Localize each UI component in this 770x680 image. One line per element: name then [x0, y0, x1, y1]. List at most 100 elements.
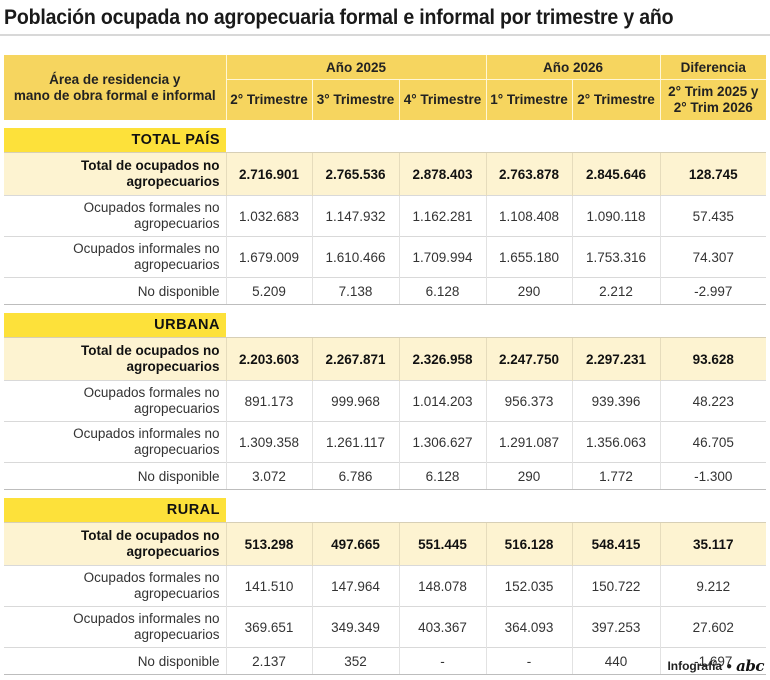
row-label-line-1: Ocupados informales no: [73, 611, 220, 626]
difference-subheader-line-2: 2° Trim 2026: [673, 100, 753, 115]
row-label: No disponible: [4, 277, 226, 305]
row-label-line-1: No disponible: [137, 653, 220, 669]
value-cell: 2.845.646: [571, 152, 660, 196]
row-label-header: Área de residencia y mano de obra formal…: [4, 55, 226, 120]
difference-cell: -1.697: [659, 647, 766, 675]
value-cell: 369.651: [225, 606, 312, 648]
section-blank: [226, 313, 766, 338]
row-label-line-2: agropecuarios: [133, 586, 220, 601]
quarter-header: 3° Trimestre: [311, 79, 399, 120]
value-cell: 999.968: [311, 380, 399, 422]
value-cell: 397.253: [571, 606, 660, 648]
section-label: URBANA: [4, 313, 226, 338]
value-cell: 1.655.180: [485, 236, 572, 278]
row-label-line-2: agropecuarios: [133, 257, 220, 272]
table-row: No disponible 5.209 7.138 6.128 290 2.212 -2.9…: [4, 277, 766, 305]
row-label: Total de ocupados no agropecuarios: [4, 522, 226, 566]
value-cell: 2.247.750: [485, 337, 572, 381]
row-label: Total de ocupados no agropecuarios: [4, 152, 226, 196]
row-label-header-line-2: mano de obra formal e informal: [13, 87, 216, 103]
value-cell: 3.072: [225, 462, 312, 490]
value-cell: 1.772: [571, 462, 660, 490]
value-cell: 516.128: [485, 522, 572, 566]
value-cell: 5.209: [225, 277, 312, 305]
section-header-row: URBANA: [4, 313, 766, 338]
total-row: Total de ocupados no agropecuarios 2.716.9…: [4, 152, 766, 196]
difference-cell: -2.997: [659, 277, 766, 305]
spacer-cell: [4, 120, 766, 128]
value-cell: 147.964: [311, 565, 399, 607]
spacer-cell: [4, 489, 766, 498]
row-label-line-2: agropecuarios: [133, 216, 220, 231]
row-label-line-2: agropecuarios: [126, 359, 220, 374]
section-blank: [226, 128, 766, 153]
table-row: Ocupados formales no agropecuarios 1.032.6…: [4, 195, 766, 237]
value-cell: 2.878.403: [398, 152, 486, 196]
row-label-line-1: Total de ocupados no: [80, 343, 220, 358]
value-cell: 548.415: [571, 522, 660, 566]
row-label-line-1: No disponible: [137, 283, 220, 299]
total-row: Total de ocupados no agropecuarios 2.203.6…: [4, 337, 766, 381]
value-cell: 440: [571, 647, 660, 675]
data-table: Área de residencia y mano de obra formal…: [4, 55, 766, 675]
value-cell: 497.665: [311, 522, 399, 566]
value-cell: 2.763.878: [485, 152, 572, 196]
value-cell: 1.291.087: [485, 421, 572, 463]
row-label: Ocupados formales no agropecuarios: [4, 565, 226, 607]
data-table-container: Área de residencia y mano de obra formal…: [4, 55, 766, 675]
row-label: Total de ocupados no agropecuarios: [4, 337, 226, 381]
table-row: Ocupados formales no agropecuarios 141.510…: [4, 565, 766, 607]
row-label: No disponible: [4, 462, 226, 490]
value-cell: 148.078: [398, 565, 486, 607]
section-spacer: [4, 304, 766, 313]
separator-dot-icon: ●: [726, 660, 733, 672]
value-cell: 1.147.932: [311, 195, 399, 237]
value-cell: 2.765.536: [311, 152, 399, 196]
value-cell: 1.679.009: [225, 236, 312, 278]
value-cell: 2.716.901: [225, 152, 312, 196]
footer-credit: Infografía ● abc: [667, 657, 764, 675]
value-cell: 513.298: [225, 522, 312, 566]
section-spacer: [4, 120, 766, 128]
section-spacer: [4, 489, 766, 498]
difference-cell: 93.628: [659, 337, 766, 381]
table-row: No disponible 2.137 352- -440 -1.697: [4, 647, 766, 675]
spacer-cell: [4, 304, 766, 313]
total-row: Total de ocupados no agropecuarios 513.298…: [4, 522, 766, 566]
row-label: Ocupados informales no agropecuarios: [4, 606, 226, 648]
row-label-line-2: agropecuarios: [133, 442, 220, 457]
difference-cell: 74.307: [659, 236, 766, 278]
table-row: Ocupados informales no agropecuarios 369.6…: [4, 606, 766, 648]
row-label: Ocupados informales no agropecuarios: [4, 236, 226, 278]
quarter-header: 1° Trimestre: [485, 79, 572, 120]
value-cell: 2.137: [225, 647, 312, 675]
row-label-line-1: Total de ocupados no: [80, 528, 220, 543]
row-label-line-1: Ocupados informales no: [73, 426, 220, 441]
row-label-line-1: Total de ocupados no: [80, 158, 220, 173]
section-header-row: RURAL: [4, 498, 766, 523]
value-cell: 1.610.466: [311, 236, 399, 278]
year-2026-header: Año 2026: [485, 55, 660, 80]
section-header-row: TOTAL PAÍS: [4, 128, 766, 153]
abc-logo: abc: [736, 657, 764, 675]
difference-subheader: 2° Trim 2025 y 2° Trim 2026: [659, 79, 766, 120]
value-cell: -: [485, 647, 572, 675]
quarter-header: 2° Trimestre: [225, 79, 312, 120]
difference-cell: 57.435: [659, 195, 766, 237]
page-title: Población ocupada no agropecuaria formal…: [4, 6, 674, 29]
value-cell: 152.035: [485, 565, 572, 607]
quarter-header: 4° Trimestre: [398, 79, 486, 120]
value-cell: 352: [311, 647, 399, 675]
header-row-years: Área de residencia y mano de obra formal…: [4, 55, 766, 120]
row-label: Ocupados informales no agropecuarios: [4, 421, 226, 463]
difference-cell: -1.300: [659, 462, 766, 490]
difference-cell: 27.602: [659, 606, 766, 648]
value-cell: 551.445: [398, 522, 486, 566]
value-cell: 2.203.603: [225, 337, 312, 381]
row-label-line-1: Ocupados formales no: [83, 570, 220, 585]
value-cell: 956.373: [485, 380, 572, 422]
value-cell: 939.396: [571, 380, 660, 422]
row-label-header-line-1: Área de residencia y: [49, 71, 181, 87]
row-label-line-2: agropecuarios: [133, 401, 220, 416]
quarter-header: 2° Trimestre: [571, 79, 660, 120]
